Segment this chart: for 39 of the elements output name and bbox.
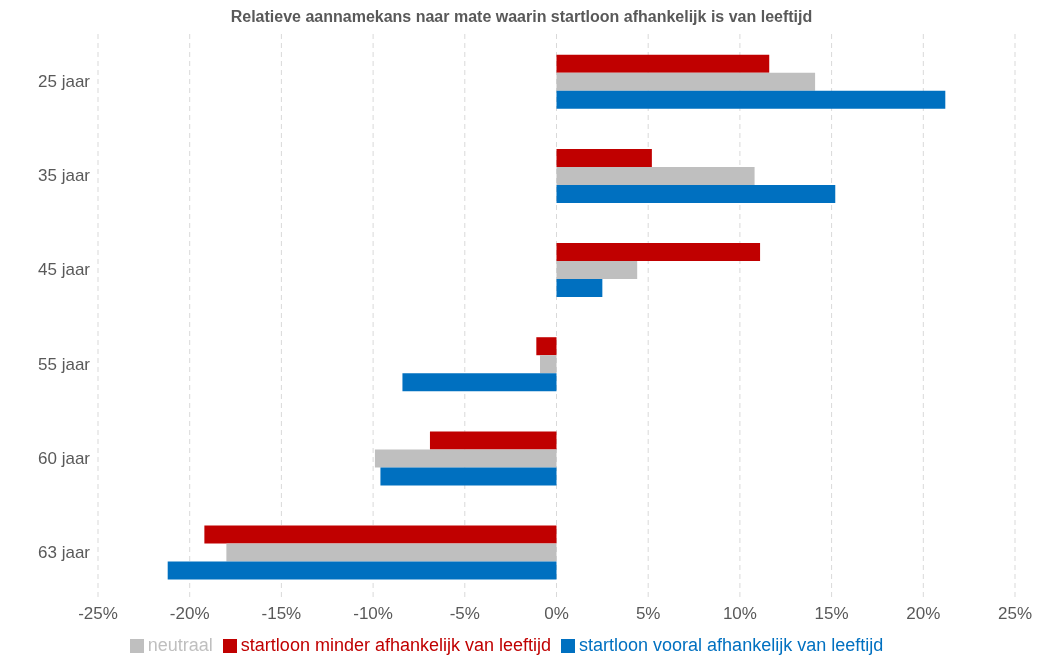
y-tick-label: 25 jaar bbox=[38, 72, 91, 92]
bar bbox=[380, 467, 557, 486]
legend-label: startloon vooral afhankelijk van leeftijd bbox=[579, 635, 884, 655]
bar bbox=[556, 72, 816, 91]
bar bbox=[556, 90, 946, 109]
bar bbox=[167, 561, 557, 580]
bar bbox=[374, 449, 557, 468]
x-tick-label: 0% bbox=[544, 604, 569, 624]
bar bbox=[556, 279, 603, 298]
y-tick-label: 45 jaar bbox=[38, 260, 91, 280]
legend-label: startloon minder afhankelijk van leeftijd bbox=[240, 635, 552, 655]
y-tick-label: 35 jaar bbox=[38, 166, 91, 186]
bar bbox=[402, 373, 557, 392]
x-tick-label: 20% bbox=[906, 604, 941, 624]
bar bbox=[556, 166, 755, 185]
bar bbox=[536, 337, 557, 356]
bar bbox=[556, 184, 836, 203]
bar bbox=[556, 261, 638, 280]
x-tick-label: 10% bbox=[722, 604, 757, 624]
bar bbox=[539, 355, 557, 374]
x-tick-label: 5% bbox=[635, 604, 661, 624]
bar bbox=[556, 243, 761, 262]
bar bbox=[429, 431, 557, 450]
x-tick-label: -10% bbox=[353, 604, 393, 624]
bar bbox=[556, 54, 770, 73]
x-tick-label: -15% bbox=[261, 604, 302, 624]
legend-label: neutraal bbox=[147, 635, 213, 655]
x-tick-label: 15% bbox=[814, 604, 849, 624]
bar bbox=[226, 543, 557, 562]
y-tick-label: 63 jaar bbox=[38, 542, 91, 562]
x-tick-label: 25% bbox=[997, 604, 1033, 624]
x-tick-label: -20% bbox=[169, 604, 210, 624]
x-tick-label: -25% bbox=[78, 604, 118, 624]
bar bbox=[204, 525, 557, 544]
y-tick-label: 60 jaar bbox=[38, 448, 91, 468]
bar bbox=[556, 148, 652, 167]
y-tick-label: 55 jaar bbox=[38, 354, 91, 374]
x-tick-label: -5% bbox=[449, 604, 480, 624]
chart-title: Relatieve aannamekans naar mate waarin startloon afhankelijk is van leeftijd bbox=[229, 8, 814, 26]
